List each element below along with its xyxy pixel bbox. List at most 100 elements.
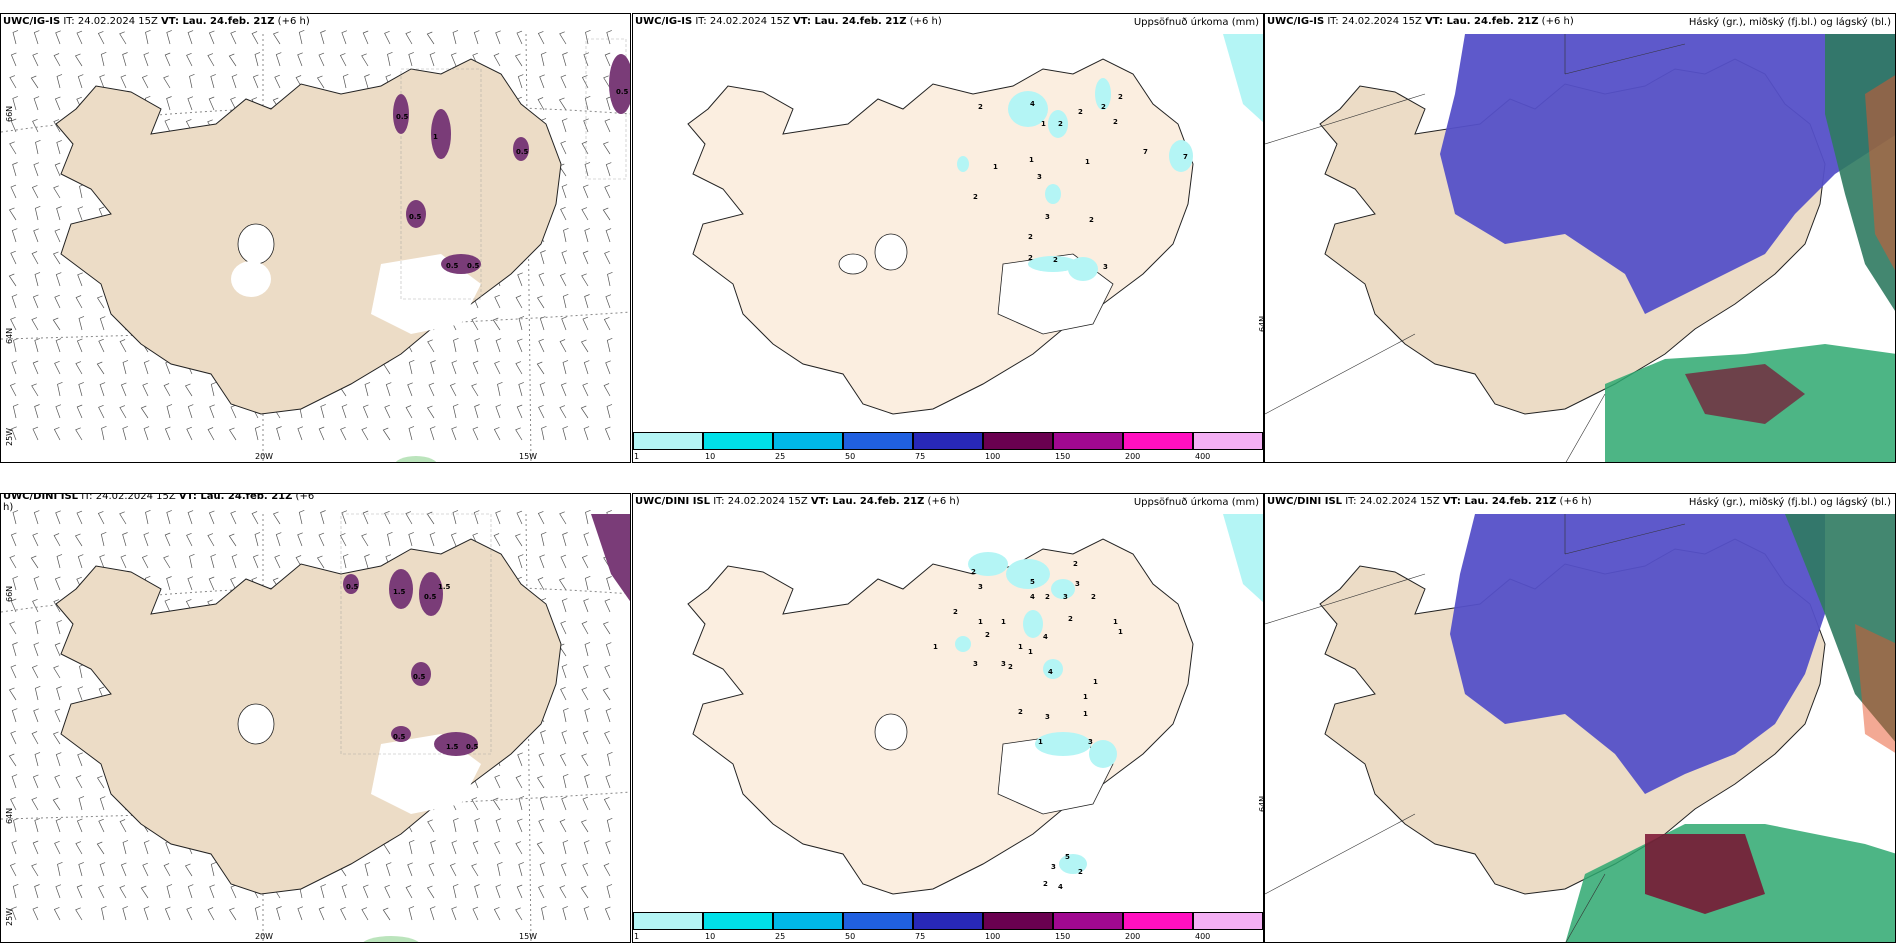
svg-text:1: 1 (1018, 643, 1023, 651)
svg-text:7: 7 (1143, 148, 1148, 156)
svg-text:0.5: 0.5 (413, 673, 426, 681)
colorbar-swatch (773, 432, 843, 450)
colorbar-label: 150 (1055, 932, 1071, 941)
svg-text:2: 2 (985, 631, 990, 639)
svg-text:0.5: 0.5 (424, 593, 437, 601)
lon-label-20: 20W (255, 452, 274, 461)
svg-text:0.5: 0.5 (346, 583, 359, 591)
panel-header: UWC/DINI ISL IT: 24.02.2024 15Z VT: Lau.… (3, 493, 315, 513)
colorbar-label: 400 (1195, 452, 1211, 461)
colorbar-label: 25 (775, 452, 786, 461)
svg-text:4: 4 (1058, 883, 1063, 891)
svg-text:2: 2 (1078, 108, 1083, 116)
colorbar-label: 25 (775, 932, 786, 941)
svg-text:2: 2 (1101, 103, 1106, 111)
precip-colorbar: 1 10 25 50 75 100 150 200 400 (633, 432, 1263, 462)
colorbar-label: 10 (705, 932, 716, 941)
colorbar-swatch (633, 432, 703, 450)
colorbar-swatch (1193, 432, 1263, 450)
colorbar-label: 100 (985, 452, 1001, 461)
lon-label-20: 20W (255, 932, 274, 941)
panel-subtitle: Háský (gr.), miðský (fj.bl.) og lágský (… (1688, 17, 1891, 28)
colorbar-label: 75 (915, 452, 926, 461)
svg-text:2: 2 (1028, 233, 1033, 241)
svg-text:1: 1 (1001, 618, 1006, 626)
cloud-map-top: UWC/IG-IS IT: 24.02.2024 15Z VT: Lau. 24… (1264, 13, 1896, 463)
svg-text:1: 1 (1083, 693, 1088, 701)
colorbar-swatch (1053, 432, 1123, 450)
svg-text:2: 2 (1068, 615, 1073, 623)
wind-barb-map: 0.5 1 0.5 0.5 0.5 0.5 0.5 (1, 29, 630, 462)
svg-text:3: 3 (1037, 173, 1042, 181)
lon-label-15: 15W (519, 452, 538, 461)
svg-text:2: 2 (1053, 256, 1058, 264)
svg-text:4: 4 (1043, 633, 1048, 641)
svg-text:1: 1 (1085, 158, 1090, 166)
lon-label-15: 15W (519, 932, 538, 941)
svg-text:1.5: 1.5 (393, 588, 406, 596)
panel-subtitle: Uppsöfnuð úrkoma (mm) (1133, 17, 1259, 28)
colorbar-swatch (913, 432, 983, 450)
panel-header: UWC/IG-IS IT: 24.02.2024 15Z VT: Lau. 24… (635, 16, 942, 27)
svg-text:3: 3 (1045, 213, 1050, 221)
colorbar-swatch (1053, 912, 1123, 930)
svg-text:5: 5 (1030, 578, 1035, 586)
colorbar-label: 1 (634, 932, 640, 941)
svg-text:3: 3 (1045, 713, 1050, 721)
svg-text:2: 2 (1089, 216, 1094, 224)
svg-text:2: 2 (1078, 868, 1083, 876)
svg-text:3: 3 (978, 583, 983, 591)
svg-text:2: 2 (953, 608, 958, 616)
svg-text:2: 2 (1018, 708, 1023, 716)
svg-text:0.5: 0.5 (446, 262, 459, 270)
svg-text:2: 2 (971, 568, 976, 576)
precip-map: 2 4 2 1 2 2 2 1 1 1 3 2 7 7 3 2 2 2 2 3 … (687, 34, 1263, 415)
svg-text:1: 1 (1093, 678, 1098, 686)
svg-text:0.5: 0.5 (409, 213, 422, 221)
svg-text:0.5: 0.5 (393, 733, 406, 741)
svg-text:1: 1 (433, 133, 438, 141)
colorbar-swatch (703, 912, 773, 930)
svg-text:3: 3 (1051, 863, 1056, 871)
svg-text:2: 2 (1113, 118, 1118, 126)
svg-text:0.5: 0.5 (467, 262, 480, 270)
svg-text:7: 7 (1183, 153, 1188, 161)
panel-subtitle: Háský (gr.), miðský (fj.bl.) og lágský (… (1688, 497, 1891, 508)
svg-text:2: 2 (978, 103, 983, 111)
svg-text:3: 3 (1103, 263, 1108, 271)
svg-text:0.5: 0.5 (616, 88, 629, 96)
svg-text:1: 1 (1083, 710, 1088, 718)
colorbar-swatch (983, 912, 1053, 930)
svg-text:1: 1 (1113, 618, 1118, 626)
precip-colorbar: 1 10 25 50 75 100 150 200 400 (633, 912, 1263, 942)
lat-label-66: 66N (5, 105, 14, 122)
svg-text:2: 2 (1073, 560, 1078, 568)
precip-map-top: UWC/IG-IS IT: 24.02.2024 15Z VT: Lau. 24… (632, 13, 1264, 463)
svg-text:4: 4 (1030, 593, 1035, 601)
svg-text:4: 4 (1030, 100, 1035, 108)
svg-text:1: 1 (1041, 120, 1046, 128)
svg-text:2: 2 (1008, 663, 1013, 671)
colorbar-label: 150 (1055, 452, 1071, 461)
cloud-map (1265, 514, 1895, 942)
colorbar-label: 50 (845, 932, 856, 941)
colorbar-swatch (1193, 912, 1263, 930)
panel-header: UWC/DINI ISL IT: 24.02.2024 15Z VT: Lau.… (635, 496, 960, 507)
colorbar-label: 100 (985, 932, 1001, 941)
precip-map: 2 3 5 4 2 3 2 2 3 2 1 1 2 1 1 1 1 4 1 3 … (687, 514, 1263, 895)
svg-text:2: 2 (1045, 593, 1050, 601)
lon-label-25: 25W (5, 427, 14, 446)
svg-text:2: 2 (1118, 93, 1123, 101)
svg-text:1.5: 1.5 (438, 583, 451, 591)
panel-subtitle: Uppsöfnuð úrkoma (mm) (1133, 497, 1259, 508)
colorbar-swatch (633, 912, 703, 930)
panel-header: UWC/DINI ISL IT: 24.02.2024 15Z VT: Lau.… (1267, 496, 1592, 507)
colorbar-swatch (773, 912, 843, 930)
svg-text:1: 1 (978, 618, 983, 626)
svg-text:3: 3 (973, 660, 978, 668)
panel-header: UWC/IG-IS IT: 24.02.2024 15Z VT: Lau. 24… (3, 16, 310, 27)
svg-text:1: 1 (993, 163, 998, 171)
wind-barb-map: 0.5 1.5 0.5 1.5 0.5 0.5 1.5 0.5 (1, 509, 630, 942)
svg-text:1: 1 (1028, 648, 1033, 656)
cloud-map-bottom: UWC/DINI ISL IT: 24.02.2024 15Z VT: Lau.… (1264, 493, 1896, 943)
